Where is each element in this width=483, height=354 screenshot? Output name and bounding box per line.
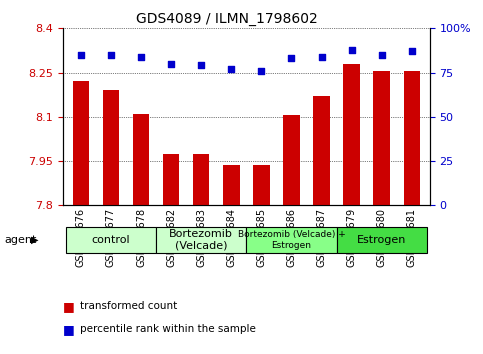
Point (77, 52, 85, 58)
Text: control: control (92, 235, 130, 245)
Bar (156, 227, 246, 253)
Text: transformed count: transformed count (80, 301, 177, 311)
Bar (403, 71, 420, 205)
Point (287, 56, 295, 61)
Bar (133, 114, 149, 205)
Text: GDS4089 / ILMN_1798602: GDS4089 / ILMN_1798602 (136, 12, 318, 27)
Bar (72, 81, 89, 205)
Bar (373, 71, 390, 205)
Text: ■: ■ (63, 323, 74, 336)
Bar (103, 90, 119, 205)
Point (227, 66, 235, 72)
Point (198, 63, 205, 68)
Point (408, 48, 416, 54)
Point (378, 52, 385, 58)
Bar (223, 166, 240, 205)
Point (137, 54, 145, 59)
Text: ▶: ▶ (31, 235, 39, 245)
Point (167, 61, 175, 67)
Text: Bortezomib
(Velcade): Bortezomib (Velcade) (169, 229, 233, 251)
Text: ■: ■ (63, 300, 74, 313)
Point (348, 47, 355, 52)
Bar (253, 166, 270, 205)
Bar (193, 154, 210, 205)
Bar (313, 96, 330, 205)
Point (257, 68, 265, 74)
Text: percentile rank within the sample: percentile rank within the sample (80, 324, 256, 334)
Text: Estrogen: Estrogen (357, 235, 406, 245)
Bar (283, 115, 300, 205)
Bar (66, 227, 156, 253)
Bar (163, 154, 179, 205)
Bar (337, 227, 427, 253)
Bar (246, 227, 337, 253)
Text: Bortezomib (Velcade) +
Estrogen: Bortezomib (Velcade) + Estrogen (238, 230, 345, 250)
Point (107, 52, 115, 58)
Bar (343, 64, 360, 205)
Text: agent: agent (5, 235, 37, 245)
Point (318, 54, 326, 59)
